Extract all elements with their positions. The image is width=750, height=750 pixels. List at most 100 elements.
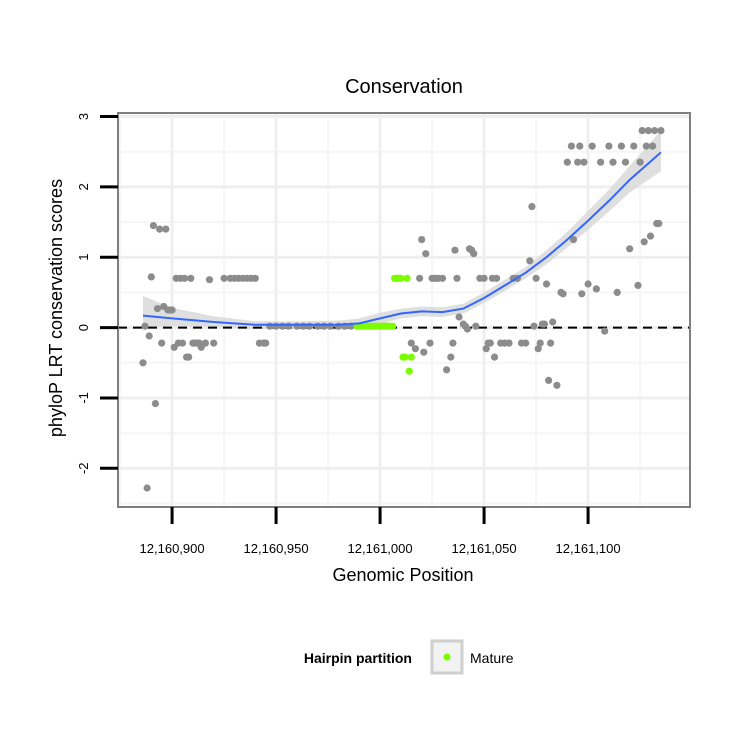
data-point (644, 127, 653, 135)
legend-title: Hairpin partition (304, 650, 412, 666)
data-point (147, 273, 155, 281)
data-point (588, 142, 596, 150)
data-point (426, 339, 434, 347)
data-point (617, 142, 626, 150)
data-point-mature (407, 353, 415, 361)
data-point (505, 339, 513, 347)
data-point (156, 225, 164, 233)
data-point (139, 359, 147, 367)
data-point (630, 142, 638, 150)
data-point (638, 127, 646, 135)
data-point (542, 280, 551, 288)
data-point (634, 281, 642, 289)
y-tick-label: -2 (76, 463, 91, 475)
plot-panel-border (117, 112, 691, 508)
data-point (592, 285, 601, 293)
data-point (480, 274, 488, 282)
legend-label-mature: Mature (470, 650, 514, 666)
data-point (567, 142, 576, 150)
data-point (559, 290, 567, 298)
data-point (181, 274, 189, 282)
data-point (553, 381, 561, 389)
data-point (153, 305, 162, 313)
data-point (578, 290, 586, 298)
data-point (149, 222, 157, 230)
points-series-mature (353, 274, 415, 375)
data-point (210, 339, 218, 347)
data-point (438, 274, 447, 282)
data-point (621, 158, 630, 166)
data-point (493, 274, 501, 282)
data-point (293, 322, 301, 330)
data-point (145, 332, 153, 340)
data-point (185, 353, 193, 361)
data-point-mature (401, 353, 409, 361)
data-point (411, 345, 419, 353)
data-point (455, 313, 463, 321)
data-point (526, 257, 534, 265)
y-axis-title: phyloP LRT conservation scores (46, 179, 66, 437)
data-point-mature (397, 274, 405, 282)
data-point (580, 158, 588, 166)
data-point (609, 158, 617, 166)
x-tick-label: 12,160,950 (244, 541, 309, 556)
data-point (613, 288, 621, 296)
x-tick-label: 12,161,050 (452, 541, 517, 556)
data-point-mature (389, 322, 397, 330)
data-point (636, 158, 644, 166)
data-point (470, 250, 478, 258)
x-axis: 12,160,900 12,160,950 12,161,000 12,161,050… (140, 507, 621, 556)
data-point (651, 127, 659, 135)
data-point (314, 322, 322, 330)
y-axis: -2 -1 0 1 2 3 (76, 113, 118, 474)
data-point (528, 203, 536, 211)
legend-marker-mature (443, 653, 451, 661)
data-point (162, 225, 170, 233)
data-point (532, 274, 540, 282)
data-point (453, 274, 461, 282)
data-point (178, 339, 187, 347)
x-tick-label: 12,161,100 (556, 541, 621, 556)
data-point (597, 158, 605, 166)
data-point (482, 345, 490, 353)
data-point (563, 158, 571, 166)
data-point (320, 322, 328, 330)
y-tick-label: 2 (76, 183, 91, 190)
data-point (601, 327, 609, 335)
data-point (545, 376, 553, 384)
data-point (576, 142, 584, 150)
data-point (472, 322, 480, 330)
data-point (251, 274, 259, 282)
data-point (549, 318, 557, 326)
data-point (646, 232, 655, 240)
data-point (187, 274, 195, 282)
data-point (530, 322, 538, 330)
data-point (262, 339, 270, 347)
data-point (522, 339, 530, 347)
data-point (305, 322, 313, 330)
x-tick-label: 12,161,000 (348, 541, 413, 556)
data-point (143, 484, 151, 492)
data-point (486, 339, 494, 347)
data-point (201, 339, 209, 347)
data-point (416, 274, 424, 282)
data-point (205, 276, 214, 284)
y-tick-label: 1 (76, 254, 91, 261)
data-point (584, 280, 592, 288)
data-point-mature (403, 274, 411, 282)
data-point (418, 236, 426, 244)
data-point (451, 246, 459, 254)
data-point (272, 322, 280, 330)
data-point (141, 322, 149, 330)
data-point (626, 245, 634, 253)
data-point (285, 322, 293, 330)
x-tick-label: 12,160,900 (140, 541, 205, 556)
data-point (540, 320, 549, 328)
data-point (151, 400, 159, 408)
data-point (168, 306, 176, 314)
data-point (299, 322, 307, 330)
data-point (158, 339, 166, 347)
data-point (266, 322, 274, 330)
data-point (490, 353, 499, 361)
